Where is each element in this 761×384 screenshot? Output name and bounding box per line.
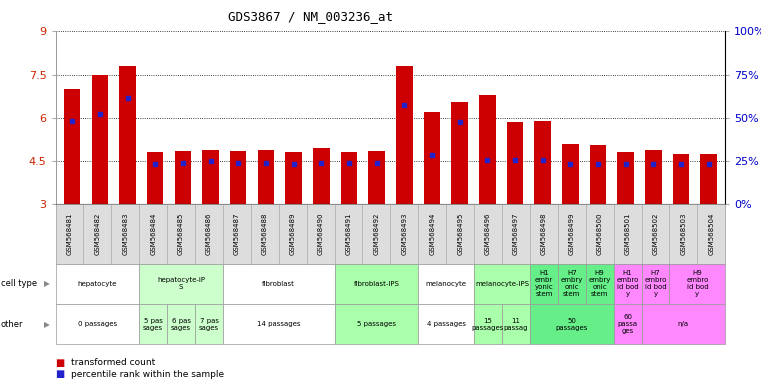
Bar — [368, 151, 385, 204]
Bar — [396, 66, 412, 204]
Text: GSM568503: GSM568503 — [680, 213, 686, 255]
Text: H1
embro
id bod
y: H1 embro id bod y — [616, 270, 638, 298]
Text: melanocyte-IPS: melanocyte-IPS — [475, 281, 529, 287]
Text: transformed count: transformed count — [71, 358, 155, 367]
Text: GSM568484: GSM568484 — [150, 213, 156, 255]
Text: other: other — [1, 320, 24, 329]
Text: ■: ■ — [56, 358, 65, 368]
Text: GSM568502: GSM568502 — [652, 213, 658, 255]
Bar — [202, 149, 219, 204]
Text: GSM568490: GSM568490 — [317, 213, 323, 255]
Text: hepatocyte-iP
S: hepatocyte-iP S — [157, 278, 205, 290]
Bar — [534, 121, 551, 204]
Text: H7
embro
id bod
y: H7 embro id bod y — [645, 270, 667, 298]
Text: GSM568494: GSM568494 — [429, 213, 435, 255]
Text: H7
embry
onic
stem: H7 embry onic stem — [561, 270, 583, 298]
Bar — [590, 145, 607, 204]
Text: GSM568495: GSM568495 — [457, 213, 463, 255]
Text: GSM568497: GSM568497 — [513, 213, 519, 255]
Bar — [313, 148, 330, 204]
Bar — [451, 102, 468, 204]
Text: 11
passag: 11 passag — [504, 318, 528, 331]
Text: H9
embry
onic
stem: H9 embry onic stem — [588, 270, 611, 298]
Text: 6 pas
sages: 6 pas sages — [171, 318, 191, 331]
Text: GSM568498: GSM568498 — [541, 213, 547, 255]
Bar — [230, 151, 247, 204]
Text: 4 passages: 4 passages — [427, 321, 466, 327]
Text: GSM568487: GSM568487 — [234, 213, 240, 255]
Bar — [285, 152, 302, 204]
Text: GSM568485: GSM568485 — [178, 213, 184, 255]
Text: 50
passages: 50 passages — [556, 318, 588, 331]
Text: 5 pas
sages: 5 pas sages — [143, 318, 164, 331]
Text: GSM568489: GSM568489 — [290, 213, 296, 255]
Text: 15
passages: 15 passages — [472, 318, 505, 331]
Text: GSM568496: GSM568496 — [485, 213, 491, 255]
Text: fibroblast: fibroblast — [263, 281, 295, 287]
Bar — [174, 151, 191, 204]
Text: GSM568500: GSM568500 — [597, 213, 603, 255]
Bar — [562, 144, 578, 204]
Text: 7 pas
sages: 7 pas sages — [199, 318, 219, 331]
Text: hepatocyte: hepatocyte — [78, 281, 117, 287]
Text: 60
passa
ges: 60 passa ges — [617, 314, 638, 334]
Text: GSM568493: GSM568493 — [401, 213, 407, 255]
Text: 5 passages: 5 passages — [357, 321, 396, 327]
Bar — [507, 122, 524, 204]
Bar — [645, 149, 661, 204]
Text: GSM568488: GSM568488 — [262, 213, 268, 255]
Text: GDS3867 / NM_003236_at: GDS3867 / NM_003236_at — [228, 10, 393, 23]
Text: GSM568481: GSM568481 — [66, 213, 72, 255]
Bar — [64, 89, 81, 204]
Bar — [700, 154, 717, 204]
Bar — [257, 149, 274, 204]
Text: n/a: n/a — [678, 321, 689, 327]
Bar — [673, 154, 689, 204]
Text: GSM568486: GSM568486 — [206, 213, 212, 255]
Text: GSM568482: GSM568482 — [94, 213, 100, 255]
Bar — [341, 152, 357, 204]
Text: ■: ■ — [56, 369, 65, 379]
Bar — [91, 75, 108, 204]
Text: H1
embr
yonic
stem: H1 embr yonic stem — [534, 270, 553, 298]
Text: 14 passages: 14 passages — [257, 321, 301, 327]
Text: GSM568492: GSM568492 — [374, 213, 380, 255]
Text: melanocyte: melanocyte — [425, 281, 466, 287]
Bar — [617, 152, 634, 204]
Text: H9
embro
id bod
y: H9 embro id bod y — [686, 270, 708, 298]
Text: fibroblast-IPS: fibroblast-IPS — [354, 281, 400, 287]
Text: 0 passages: 0 passages — [78, 321, 117, 327]
Bar — [119, 66, 135, 204]
Text: GSM568504: GSM568504 — [708, 213, 715, 255]
Text: GSM568499: GSM568499 — [568, 213, 575, 255]
Text: percentile rank within the sample: percentile rank within the sample — [71, 370, 224, 379]
Bar — [147, 152, 164, 204]
Text: GSM568483: GSM568483 — [123, 213, 129, 255]
Bar — [424, 112, 440, 204]
Bar — [479, 95, 495, 204]
Text: ▶: ▶ — [44, 280, 50, 288]
Text: GSM568501: GSM568501 — [625, 213, 631, 255]
Text: ▶: ▶ — [44, 320, 50, 329]
Text: GSM568491: GSM568491 — [345, 213, 352, 255]
Text: cell type: cell type — [1, 280, 37, 288]
